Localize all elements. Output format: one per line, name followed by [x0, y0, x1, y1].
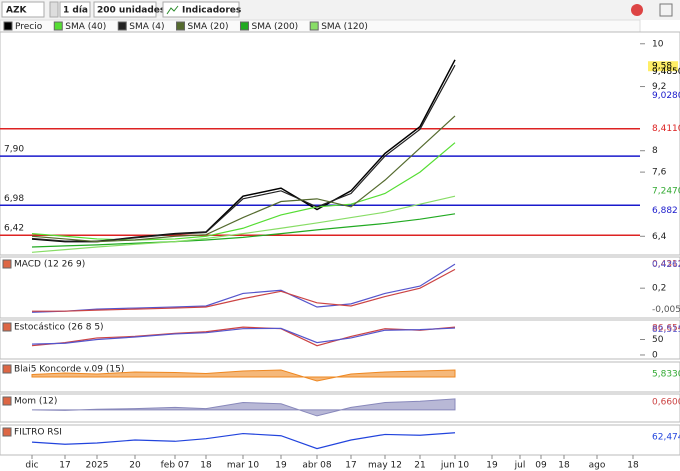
price-label: 82,515 — [652, 325, 680, 335]
symbol[interactable]: AZK — [6, 6, 27, 16]
x-tick-label: 17 — [59, 461, 70, 471]
price-label: 0,6600 — [652, 397, 680, 407]
period[interactable]: 1 día — [63, 6, 88, 16]
price-label: 9,4850 — [652, 67, 680, 77]
price-label: 0,4262 — [652, 260, 680, 270]
x-tick-label: ago — [589, 461, 606, 471]
legend-swatch — [176, 21, 185, 31]
x-tick-label: 18 — [200, 461, 212, 471]
panel-frame — [0, 256, 680, 319]
panel-frame — [0, 361, 680, 393]
legend-swatch — [117, 21, 127, 31]
indicators-icon — [166, 5, 179, 15]
y-tick-label: 0,2 — [652, 284, 666, 294]
series-line — [31, 326, 456, 347]
panel-frame — [0, 319, 680, 360]
panel-icon — [2, 259, 12, 269]
x-tick-label: 20 — [129, 461, 141, 471]
panel-title: Estocástico (26 8 5) — [14, 323, 104, 333]
y-tick-label: 9,2 — [652, 82, 666, 92]
x-tick-label: 17 — [345, 461, 356, 471]
legend-label: SMA (120) — [321, 22, 368, 32]
panel-icon — [2, 322, 12, 332]
y-tick-label: 50 — [652, 335, 664, 345]
x-tick-label: 18 — [627, 461, 639, 471]
x-tick-label: abr 08 — [302, 461, 332, 471]
x-tick-label: feb 07 — [161, 461, 190, 471]
panel-frame — [0, 31, 680, 256]
panel-title: Blai5 Koncorde v.09 (15) — [14, 365, 124, 375]
price-label-bg — [648, 61, 678, 72]
legend-label: SMA (20) — [188, 22, 229, 32]
x-tick-label: jul — [514, 461, 526, 471]
series-line — [31, 64, 456, 242]
x-tick-label: 09 — [535, 461, 547, 471]
legend-swatch — [239, 21, 249, 31]
x-tick-label: 2025 — [86, 461, 109, 471]
refresh-icon[interactable] — [631, 4, 643, 16]
panel-frame — [0, 424, 680, 456]
series-line — [31, 263, 456, 313]
units[interactable]: 200 unidades — [97, 6, 165, 16]
price-label: 0,4312 — [652, 259, 680, 269]
period-box[interactable] — [59, 1, 91, 18]
x-tick-label: dic — [25, 461, 38, 471]
symbol-box[interactable] — [1, 1, 45, 18]
legend-label: SMA (40) — [65, 22, 106, 32]
price-label: -0,0050 — [652, 305, 680, 315]
y-tick-label: 10 — [652, 39, 664, 49]
level-label: 6,42 — [4, 224, 24, 234]
price-label: 7,2470 — [652, 186, 680, 196]
price-label: 9,58 — [652, 62, 672, 72]
indicators-button[interactable] — [162, 1, 240, 18]
price-label: 9,0280 — [652, 91, 680, 101]
y-tick-label: 0 — [652, 350, 658, 360]
price-label: 6,882 — [652, 206, 678, 216]
series-line — [31, 115, 456, 243]
y-tick-label: 8 — [652, 146, 658, 156]
series-line — [31, 142, 456, 241]
legend-swatch — [3, 21, 13, 31]
area — [31, 398, 456, 417]
units-box[interactable] — [93, 1, 157, 18]
x-tick-label: 19 — [275, 461, 287, 471]
price-label: 86,654 — [652, 324, 680, 334]
price-label: 5,8330 — [652, 370, 680, 380]
x-tick-label: jun 10 — [440, 461, 469, 471]
legend-label: SMA (4) — [129, 22, 164, 32]
panel-title: FILTRO RSI — [14, 428, 62, 438]
price-label: 8,4110 — [652, 124, 680, 134]
panel-title: Mom (12) — [14, 397, 57, 407]
area — [31, 369, 456, 382]
legend-swatch — [309, 21, 319, 31]
y-tick-label: 7,6 — [652, 168, 667, 178]
x-tick-label: mar 10 — [227, 461, 260, 471]
panel-title: MACD (12 26 9) — [14, 260, 85, 270]
series-line — [32, 268, 456, 312]
series-line — [31, 327, 456, 345]
level-label: 6,98 — [4, 194, 24, 204]
panel-icon — [2, 427, 12, 437]
panel-frame — [0, 393, 680, 423]
legend-swatch — [53, 21, 63, 31]
indicators[interactable]: Indicadores — [182, 6, 241, 16]
chart-type-button[interactable] — [49, 1, 59, 18]
panel-icon — [2, 364, 12, 374]
window-icon[interactable] — [659, 3, 673, 17]
series-line — [31, 432, 456, 450]
level-label: 7,90 — [4, 145, 24, 155]
x-tick-label: 18 — [558, 461, 570, 471]
y-tick-label: 6,4 — [652, 232, 667, 242]
series-line — [31, 195, 456, 253]
x-tick-label: may 12 — [368, 461, 402, 471]
x-tick-label: 19 — [486, 461, 498, 471]
panel-icon — [2, 396, 12, 406]
series-line — [31, 213, 456, 248]
price-label: 62,474 — [652, 432, 680, 442]
x-tick-label: 21 — [414, 461, 425, 471]
legend-label: SMA (200) — [251, 22, 298, 32]
legend-label: Precio — [15, 22, 43, 32]
